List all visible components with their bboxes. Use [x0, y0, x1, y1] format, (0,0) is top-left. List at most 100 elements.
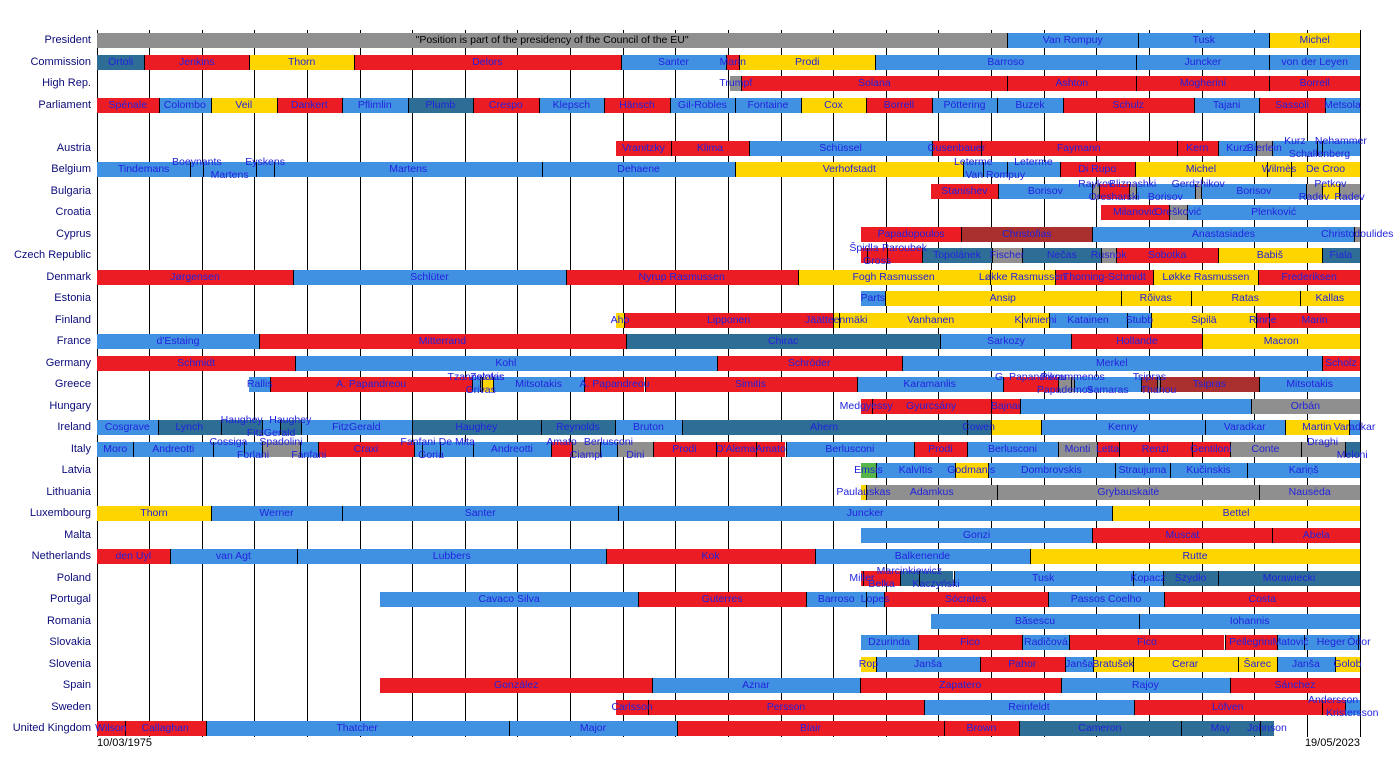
timeline-segment: Borisov [1201, 183, 1307, 199]
segment-label: Barroso [987, 55, 1025, 68]
segment-label: Thatcher [336, 722, 378, 734]
timeline-segment: Borisov [1135, 183, 1195, 203]
segment-label: Pellegrini [1229, 636, 1273, 648]
segment-label: Barroso [817, 593, 855, 605]
segment-label: Nausėda [1288, 485, 1331, 498]
segment-label: Wilson [95, 722, 127, 734]
timeline-segment: Straujuma [1115, 463, 1170, 478]
timeline-segment: Johnson [1247, 721, 1287, 736]
timeline-segment: Kallas [1299, 291, 1360, 306]
segment-label: Bruton [632, 421, 664, 433]
timeline-segment: Emsis [854, 463, 883, 478]
segment-label: Kalvītis [898, 464, 933, 476]
timeline-segment: Cosgrave [97, 420, 158, 435]
timeline-segment: Jenkins [144, 54, 250, 70]
timeline-segment: Tzannetakis [448, 371, 504, 392]
timeline-segment: Andreotti [133, 441, 214, 457]
segment-label: Borrell [1299, 77, 1330, 89]
timeline-segment: Pöttering [931, 97, 998, 113]
row-label: Portugal [50, 593, 91, 605]
timeline-segment: Boeynants [172, 156, 222, 177]
segment-label: Sobotka [1147, 249, 1187, 261]
timeline-segment: Delors [354, 54, 621, 70]
timeline-segment: Sobotka [1116, 248, 1218, 263]
row-label: Italy [70, 442, 91, 455]
timeline-row: Medgyessy Gyurcsány Bajnai Orbán [97, 398, 1360, 414]
timeline-segment: Prodi [653, 441, 716, 457]
timeline-row: Băsescu Iohannis [97, 613, 1360, 629]
timeline-segment: Wilmès [1262, 162, 1296, 177]
row-label: Slovenia [48, 657, 91, 670]
timeline-segment: Trumpf [719, 76, 752, 91]
grid-line [1359, 30, 1361, 737]
timeline-segment: Cowen [962, 420, 995, 435]
timeline-segment: Szydło [1163, 570, 1218, 586]
segment-label: Varadkar [1223, 421, 1266, 433]
segment-label: Spénale [108, 98, 148, 111]
timeline-segment: Forlani [237, 441, 269, 461]
segment-label: Lipponen [707, 313, 751, 326]
timeline-segment: Thorn [97, 506, 211, 521]
segment-label: Guterres [701, 593, 743, 605]
timeline-segment: Orešković [1155, 205, 1201, 220]
segment-label: Borisov [1236, 184, 1272, 197]
timeline-segment: Vranitzky [616, 140, 671, 156]
row-label: Germany [45, 356, 91, 369]
timeline-segment: Draghi [1300, 436, 1345, 457]
timeline-segment: Berlusconi [966, 441, 1059, 457]
timeline-segment: Rusnok [1091, 248, 1126, 263]
segment-label: Cerar [1172, 657, 1199, 670]
timeline-segment: Milanović [1101, 205, 1169, 220]
timeline-segment: Ódor [1347, 635, 1371, 650]
timeline-segment: Carlsson [611, 699, 653, 715]
segment-label: Dzurinda [868, 636, 911, 648]
timeline-row: "Position is part of the presidency of t… [97, 33, 1360, 48]
timeline-segment: Spadolini [259, 436, 303, 457]
timeline-segment: Rajoy [1060, 678, 1230, 693]
segment-label: Schröder [787, 356, 831, 369]
segment-label: Prodi [794, 55, 820, 68]
segment-label: Topolánek [932, 249, 981, 261]
timeline-segment: Haughey [221, 414, 263, 435]
segment-label: Amato [755, 442, 786, 455]
segment-label: Kučinskis [1186, 464, 1231, 476]
segment-label: "Position is part of the presidency of t… [415, 34, 689, 46]
timeline-segment: Janša [1276, 656, 1335, 672]
row-label: Belgium [51, 163, 91, 175]
segment-label: Marin [1301, 313, 1328, 326]
segment-label: Rallis [246, 378, 273, 390]
timeline-row: Jørgensen Schlüter Nyrup Rasmussen Fogh Ras… [97, 269, 1360, 285]
timeline-segment: Vanhanen [838, 312, 1023, 328]
row-label: Spain [62, 679, 91, 691]
timeline-segment: G. Papandreou [995, 371, 1066, 392]
segment-label: Persson [766, 700, 806, 713]
segment-label: Ratas [1231, 292, 1259, 304]
segment-label: Major [579, 722, 607, 734]
segment-label: Frederiksen [1281, 270, 1337, 283]
timeline-segment: Renzi [1118, 441, 1192, 457]
segment-label: Spadolini [259, 435, 303, 448]
segment-label: Muscat [1165, 528, 1200, 541]
row-label: Finland [54, 313, 91, 326]
timeline-segment: Barroso [806, 592, 867, 607]
timeline-row: Rallis A. Papandreou Tzannetakis Grivas Zolo… [97, 371, 1360, 396]
timeline-segment: Matovič [1272, 635, 1309, 650]
timeline-row: Thorn Werner Santer Juncker Bettel [97, 506, 1360, 521]
segment-label: Orbán [1290, 399, 1320, 412]
segment-label: Merkel [1096, 356, 1128, 369]
segment-label: Tusk [1192, 34, 1215, 46]
segment-label: Andreotti [490, 442, 533, 455]
segment-label: Zapatero [939, 679, 982, 691]
timeline-segment: Merkel [901, 355, 1322, 371]
segment-label: Schüssel [819, 141, 862, 154]
segment-label: Milanović [1112, 206, 1157, 218]
segment-label: Hänsch [619, 98, 655, 111]
row-label: Croatia [55, 206, 91, 218]
timeline-row: Paulauskas Adamkus Grybauskaitė Nausėda [97, 484, 1360, 500]
row-label: Malta [64, 528, 91, 541]
segment-label: Haughey [220, 414, 263, 426]
timeline-segment: May [1180, 721, 1261, 736]
timeline-segment: Jørgensen [97, 269, 294, 285]
timeline-segment: Passos Coelho [1047, 592, 1165, 607]
timeline-segment: Orbán [1250, 398, 1360, 414]
